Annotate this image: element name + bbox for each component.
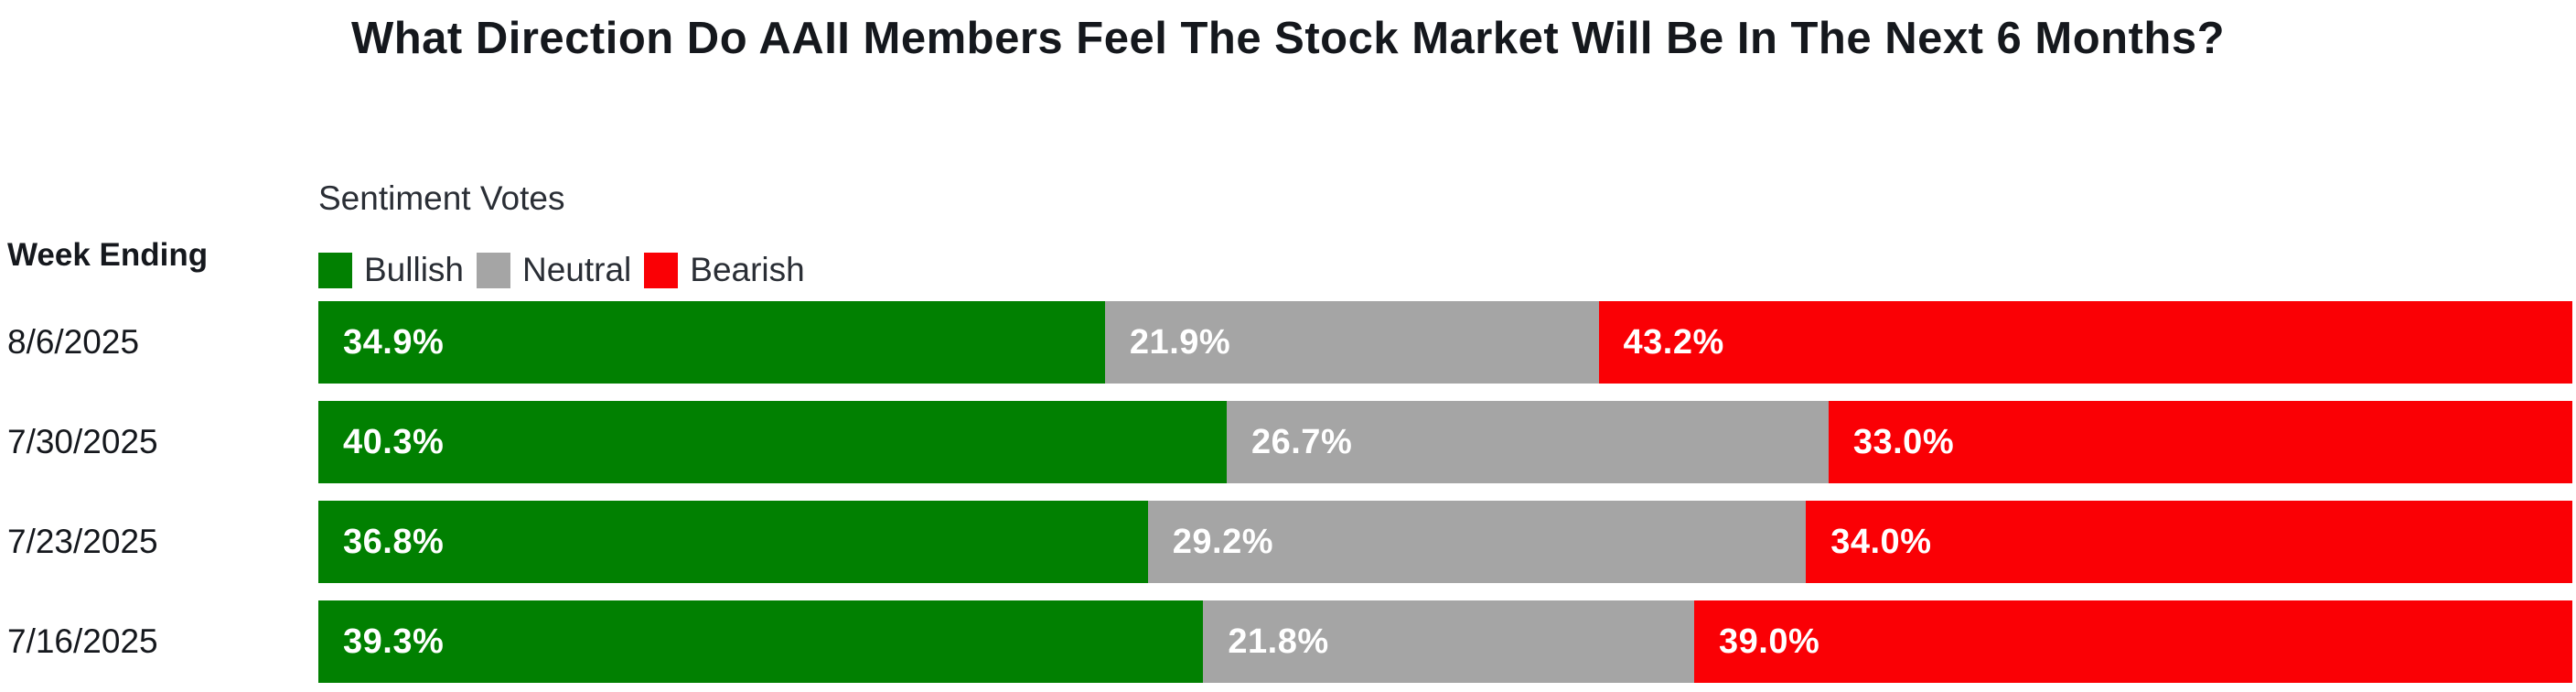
neutral-value-label: 29.2% bbox=[1172, 522, 1273, 561]
bearish-value-label: 43.2% bbox=[1623, 322, 1724, 362]
bearish-segment: 33.0% bbox=[1828, 401, 2572, 483]
bullish-segment: 40.3% bbox=[318, 401, 1227, 483]
legend-item-neutral: Neutral bbox=[477, 251, 631, 289]
chart-title: What Direction Do AAII Members Feel The … bbox=[350, 14, 2226, 63]
bar-row: 7/23/2025 36.8% 29.2% 34.0% bbox=[0, 501, 2576, 583]
bearish-segment: 34.0% bbox=[1806, 501, 2572, 583]
neutral-value-label: 21.9% bbox=[1129, 322, 1231, 362]
neutral-value-label: 26.7% bbox=[1250, 422, 1353, 461]
neutral-segment: 21.9% bbox=[1104, 301, 1599, 384]
bullish-value-label: 40.3% bbox=[343, 422, 445, 461]
bearish-segment: 39.0% bbox=[1694, 600, 2572, 683]
stacked-bar: 36.8% 29.2% 34.0% bbox=[318, 501, 2572, 583]
legend-label-neutral: Neutral bbox=[522, 251, 632, 288]
bullish-swatch-icon bbox=[318, 252, 352, 288]
legend-label-bullish: Bullish bbox=[364, 251, 464, 288]
week-ending-value: 7/16/2025 bbox=[7, 622, 158, 660]
bullish-segment: 39.3% bbox=[318, 600, 1204, 683]
legend-item-bullish: Bullish bbox=[318, 251, 464, 289]
bullish-value-label: 36.8% bbox=[343, 522, 445, 561]
stacked-bar: 34.9% 21.9% 43.2% bbox=[318, 301, 2572, 384]
bullish-value-label: 34.9% bbox=[343, 322, 445, 362]
bullish-value-label: 39.3% bbox=[343, 622, 445, 661]
legend: Bullish Neutral Bearish bbox=[318, 251, 2576, 289]
bar-row: 8/6/2025 34.9% 21.9% 43.2% bbox=[0, 301, 2576, 384]
stacked-bar: 39.3% 21.8% 39.0% bbox=[318, 600, 2572, 683]
week-ending-value: 7/30/2025 bbox=[7, 423, 158, 460]
legend-item-bearish: Bearish bbox=[644, 251, 805, 289]
neutral-segment: 21.8% bbox=[1203, 600, 1694, 683]
stacked-bar: 40.3% 26.7% 33.0% bbox=[318, 401, 2572, 483]
week-ending-value: 8/6/2025 bbox=[7, 323, 140, 361]
bar-row: 7/16/2025 39.3% 21.8% 39.0% bbox=[0, 600, 2576, 683]
bearish-value-label: 33.0% bbox=[1852, 422, 1955, 461]
week-ending-value: 7/23/2025 bbox=[7, 523, 158, 560]
bearish-value-label: 39.0% bbox=[1719, 622, 1820, 661]
neutral-swatch-icon bbox=[477, 252, 510, 288]
neutral-segment: 29.2% bbox=[1147, 501, 1807, 583]
legend-title: Sentiment Votes bbox=[318, 179, 565, 217]
legend-block: Sentiment Votes Bullish Neutral Bearish bbox=[318, 179, 2576, 289]
bullish-segment: 36.8% bbox=[318, 501, 1148, 583]
neutral-value-label: 21.8% bbox=[1228, 622, 1329, 661]
bullish-segment: 34.9% bbox=[318, 301, 1105, 384]
bearish-swatch-icon bbox=[644, 252, 679, 288]
week-ending-axis-label: Week Ending bbox=[7, 237, 209, 273]
legend-label-bearish: Bearish bbox=[690, 251, 805, 288]
bar-row: 7/30/2025 40.3% 26.7% 33.0% bbox=[0, 401, 2576, 483]
bearish-segment: 43.2% bbox=[1598, 301, 2572, 384]
neutral-segment: 26.7% bbox=[1226, 401, 1829, 483]
bearish-value-label: 34.0% bbox=[1830, 522, 1932, 561]
bar-rows: 8/6/2025 34.9% 21.9% 43.2% 7/30/2025 40.3% 26.… bbox=[0, 301, 2576, 683]
chart-header: Week Ending Sentiment Votes Bullish Neut… bbox=[0, 179, 2576, 289]
